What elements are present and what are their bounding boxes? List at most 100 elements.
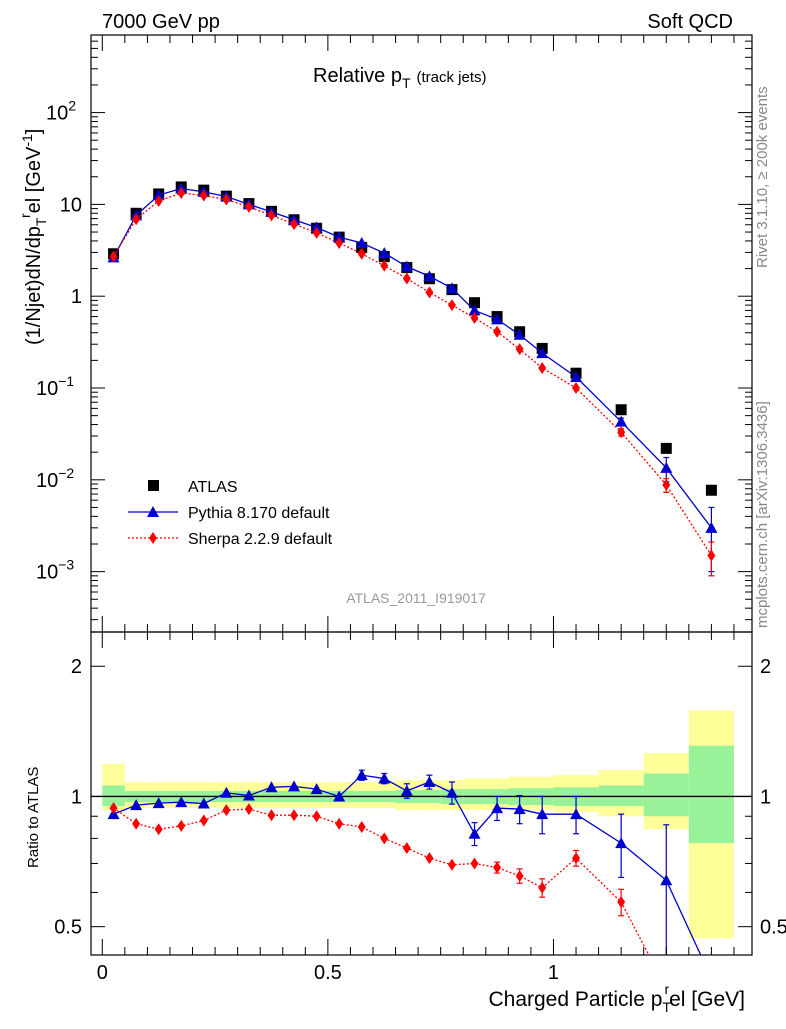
main-point-sherpa	[447, 299, 456, 312]
ratio-point-pythia	[400, 784, 413, 796]
ratio-point-sherpa	[177, 819, 186, 832]
main-ylabel-exp: -1	[19, 134, 35, 147]
ratio-band-inner	[688, 745, 734, 844]
ratio-ylabel: Ratio to ATLAS	[25, 767, 42, 868]
main-point-pythia	[468, 304, 481, 316]
main-point-sherpa	[335, 236, 344, 249]
ratio-point-pythia	[378, 772, 391, 784]
ratio-point-sherpa	[222, 804, 231, 817]
main-point-atlas	[615, 404, 627, 416]
ratio-line-0	[113, 774, 702, 955]
main-ylabel-sub: T	[33, 217, 49, 226]
legend-label-pythia: Pythia 8.170 default	[188, 505, 330, 522]
xlabel: Charged Particle pTrel [GeV]	[488, 981, 745, 1015]
main-point-sherpa	[662, 478, 671, 491]
ratio-point-sherpa	[357, 820, 366, 833]
ratio-point-sherpa	[199, 814, 208, 827]
ratio-point-pythia	[491, 802, 504, 814]
main-ytick-exp: −3	[58, 557, 74, 573]
main-ytick-exp: −2	[58, 465, 74, 481]
ratio-point-pythia	[660, 874, 673, 886]
main-point-pythia	[355, 236, 368, 248]
legend-label-atlas: ATLAS	[188, 479, 238, 496]
legend-marker-atlas	[148, 480, 159, 491]
main-panel: 102 10 1 10−1 10−2 10−3	[36, 34, 753, 633]
main-title: Relative pT (track jets)	[313, 65, 487, 91]
main-point-atlas	[660, 442, 672, 454]
ratio-point-sherpa	[335, 817, 344, 830]
main-ytick-exp: 2	[68, 98, 76, 114]
ratio-point-pythia	[310, 783, 323, 795]
ratio-ytick-label-right: 2	[760, 656, 771, 678]
xlabel-rest: el [GeV]	[669, 988, 745, 1011]
header-right: Soft QCD	[647, 11, 733, 33]
main-ytick-label: 10−2	[36, 465, 74, 492]
ratio-ytick-label: 2	[71, 656, 82, 678]
ratio-point-pythia	[265, 781, 278, 793]
main-ylabel-a: (1/Njet)dN/dp	[23, 226, 45, 345]
main-point-atlas	[469, 297, 481, 309]
ratio-point-sherpa	[290, 809, 299, 822]
main-point-sherpa	[470, 311, 479, 324]
ratio-point-pythia	[242, 789, 255, 801]
main-line-2	[113, 192, 712, 556]
main-point-sherpa	[538, 362, 547, 375]
ratio-line-1	[113, 807, 650, 955]
ratio-point-sherpa	[154, 823, 163, 836]
main-point-pythia	[705, 521, 718, 533]
ratio-point-sherpa	[312, 810, 321, 823]
rivet-label: Rivet 3.1.10, ≥ 200k events	[754, 86, 771, 268]
main-point-sherpa	[572, 382, 581, 395]
ratio-ytick-label-right: 1	[760, 786, 771, 808]
ratio-band-inner	[102, 785, 125, 807]
main-ytick-label: 1	[71, 286, 82, 308]
ratio-point-pythia	[288, 780, 301, 792]
ratio-point-sherpa	[538, 881, 547, 894]
main-point-sherpa	[244, 200, 253, 213]
ratio-panel: 2 2 1 1 0.5 0.5 0 0.5 1	[54, 631, 786, 984]
ratio-point-sherpa	[402, 842, 411, 855]
main-point-pythia	[536, 347, 549, 359]
mcplots-label: mcplots.cern.ch [arXiv:1306.3436]	[754, 401, 771, 628]
main-title-sub: T	[402, 75, 411, 91]
ratio-point-sherpa	[380, 832, 389, 845]
main-point-sherpa	[312, 226, 321, 239]
main-ytick-label: 10−3	[36, 557, 74, 584]
ratio-point-pythia	[197, 797, 210, 809]
ratio-point-pythia	[423, 776, 436, 788]
main-ytick-label: 102	[46, 98, 76, 125]
main-point-sherpa	[357, 247, 366, 260]
ratio-point-pythia	[130, 799, 143, 811]
ratio-point-pythia	[175, 796, 188, 808]
main-point-sherpa	[109, 250, 118, 263]
main-point-pythia	[445, 282, 458, 294]
ratio-point-sherpa	[470, 857, 479, 870]
ratio-point-pythia	[333, 790, 346, 802]
ratio-band-inner	[643, 773, 689, 817]
main-ylabel-b: el [GeV	[23, 146, 45, 213]
ratio-ytick-label-right: 0.5	[760, 917, 786, 939]
main-point-sherpa	[154, 194, 163, 207]
ratio-point-sherpa	[267, 809, 276, 822]
ratio-point-sherpa	[515, 869, 524, 882]
main-point-sherpa	[617, 426, 626, 439]
ratio-point-sherpa	[493, 861, 502, 874]
main-title-small: (track jets)	[417, 69, 487, 86]
ratio-point-pythia	[355, 769, 368, 781]
ratio-point-sherpa	[572, 852, 581, 865]
main-ylabel: (1/Njet)dN/dpTrel [GeV-1]	[17, 129, 49, 345]
ratio-point-pythia	[536, 808, 549, 820]
xlabel-a: Charged Particle p	[488, 988, 662, 1011]
ratio-point-pythia	[615, 837, 628, 849]
main-ytick-exp: −1	[58, 373, 74, 389]
main-point-sherpa	[425, 286, 434, 299]
xtick-label: 0.5	[314, 962, 342, 984]
ratio-point-pythia	[220, 786, 233, 798]
main-point-sherpa	[493, 325, 502, 338]
xtick-label: 0	[97, 962, 108, 984]
main-line-1	[112, 187, 712, 529]
main-point-pythia	[423, 270, 436, 282]
main-point-pythia	[570, 370, 583, 382]
legend-label-sherpa: Sherpa 2.2.9 default	[188, 531, 333, 548]
